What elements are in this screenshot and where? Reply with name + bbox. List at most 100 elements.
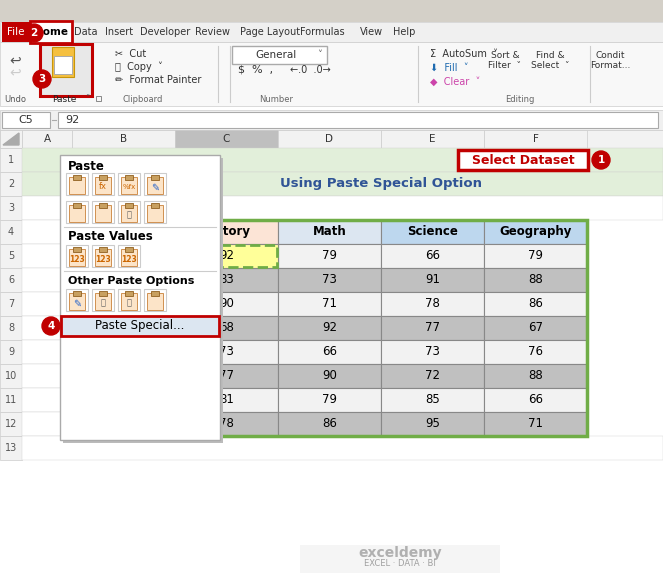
- Bar: [121, 177, 137, 194]
- Bar: [381, 220, 484, 244]
- Text: 13: 13: [5, 443, 17, 453]
- Bar: [95, 177, 111, 194]
- Text: 81: 81: [219, 394, 234, 406]
- Text: 3: 3: [38, 74, 46, 84]
- Text: Undo: Undo: [4, 96, 26, 104]
- Bar: [175, 130, 278, 148]
- Bar: [30, 21, 72, 43]
- Text: 86: 86: [322, 418, 337, 430]
- Bar: [22, 172, 663, 196]
- Text: ◆  Clear  ˅: ◆ Clear ˅: [430, 77, 481, 87]
- Text: Home: Home: [34, 27, 68, 37]
- Text: 79: 79: [528, 249, 543, 262]
- Bar: [151, 175, 159, 180]
- Text: C5: C5: [19, 115, 33, 125]
- Bar: [176, 245, 277, 267]
- Bar: [484, 340, 587, 364]
- Text: Help: Help: [393, 27, 416, 37]
- Bar: [95, 249, 111, 266]
- Bar: [2, 112, 50, 128]
- Text: 2: 2: [30, 28, 38, 38]
- Polygon shape: [3, 133, 19, 145]
- Text: 2: 2: [8, 179, 14, 189]
- Bar: [278, 220, 381, 244]
- Text: 123: 123: [121, 255, 137, 264]
- Text: 90: 90: [322, 370, 337, 383]
- Bar: [99, 247, 107, 252]
- Text: 95: 95: [425, 418, 440, 430]
- Text: 71: 71: [322, 297, 337, 311]
- Bar: [151, 203, 159, 208]
- Bar: [66, 201, 88, 223]
- Bar: [22, 364, 72, 388]
- Bar: [232, 46, 327, 64]
- Bar: [278, 292, 381, 316]
- Text: 8: 8: [8, 323, 14, 333]
- Bar: [0, 130, 663, 148]
- Bar: [22, 148, 663, 172]
- Bar: [175, 388, 278, 412]
- Text: 🖼: 🖼: [127, 299, 131, 308]
- Bar: [72, 388, 175, 412]
- Text: 77: 77: [219, 370, 234, 383]
- Bar: [73, 203, 81, 208]
- Text: 86: 86: [528, 297, 543, 311]
- Text: 9: 9: [8, 347, 14, 357]
- Bar: [381, 412, 484, 436]
- Bar: [0, 220, 22, 244]
- Bar: [22, 436, 663, 460]
- Text: 123: 123: [69, 255, 85, 264]
- Bar: [0, 130, 22, 148]
- Bar: [52, 47, 74, 77]
- Bar: [22, 244, 72, 268]
- Text: 73: 73: [322, 273, 337, 286]
- Text: Page Layout: Page Layout: [240, 27, 300, 37]
- Bar: [69, 249, 85, 266]
- Text: Format...: Format...: [590, 61, 631, 70]
- Bar: [22, 292, 72, 316]
- Text: 7: 7: [8, 299, 14, 309]
- Bar: [278, 364, 381, 388]
- Bar: [22, 388, 72, 412]
- Bar: [22, 130, 72, 148]
- Circle shape: [33, 70, 51, 88]
- Bar: [144, 173, 166, 195]
- Text: ↩: ↩: [9, 53, 21, 67]
- Bar: [381, 340, 484, 364]
- Text: 73: 73: [425, 346, 440, 359]
- Bar: [92, 173, 114, 195]
- Bar: [72, 268, 175, 292]
- Bar: [92, 245, 114, 267]
- Text: Select  ˅: Select ˅: [531, 61, 570, 69]
- Text: Mike: Mike: [110, 370, 137, 383]
- Bar: [484, 364, 587, 388]
- Bar: [0, 196, 22, 220]
- Bar: [118, 289, 140, 311]
- Text: Insert: Insert: [105, 27, 133, 37]
- Bar: [484, 316, 587, 340]
- Text: Paste Values: Paste Values: [68, 230, 152, 244]
- Bar: [72, 364, 175, 388]
- Text: Sort &: Sort &: [491, 52, 519, 61]
- Bar: [40, 44, 92, 96]
- Bar: [121, 293, 137, 310]
- Text: 72: 72: [425, 370, 440, 383]
- Text: 73: 73: [219, 346, 234, 359]
- Text: 92: 92: [219, 249, 234, 262]
- Bar: [278, 244, 381, 268]
- Bar: [96, 96, 101, 101]
- Text: 10: 10: [5, 371, 17, 381]
- Text: Select Dataset: Select Dataset: [471, 154, 574, 167]
- Text: History: History: [202, 226, 251, 238]
- Text: Sarah: Sarah: [106, 321, 141, 335]
- Bar: [69, 293, 85, 310]
- Bar: [121, 249, 137, 266]
- Text: 90: 90: [219, 297, 234, 311]
- Text: 92: 92: [65, 115, 80, 125]
- Text: Review: Review: [195, 27, 230, 37]
- Text: Σ  AutoSum  ˅: Σ AutoSum ˅: [430, 49, 498, 59]
- Bar: [0, 340, 22, 364]
- Bar: [484, 412, 587, 436]
- Bar: [0, 412, 22, 436]
- Bar: [0, 244, 22, 268]
